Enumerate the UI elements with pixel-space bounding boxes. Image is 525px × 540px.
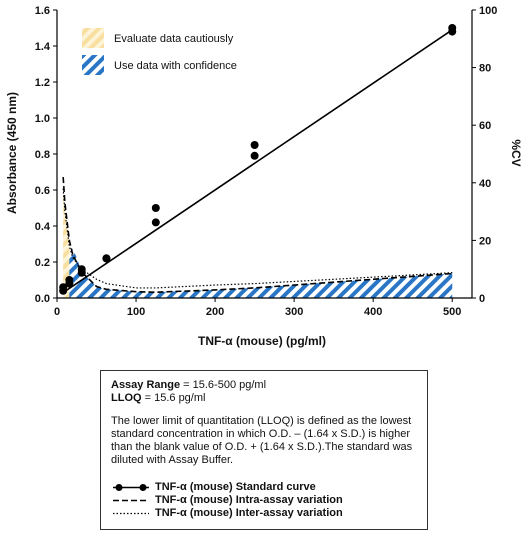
legend-caution-label: Evaluate data cautiously [114, 33, 234, 45]
y-left-tick-label: 1.6 [35, 5, 50, 17]
x-axis-label: TNF-α (mouse) (pg/ml) [198, 334, 326, 348]
key-inter-row: TNF-α (mouse) Inter-assay variation [111, 507, 417, 520]
y-right-tick-label: 0 [479, 293, 485, 305]
y-left-tick-label: 0.4 [35, 221, 51, 233]
tick-labels: 0 100 200 300 400 5000.00.20.40.60.81.01.21.4… [35, 5, 498, 318]
x-tick-label: 300 [285, 306, 303, 318]
y-right-tick-label: 40 [479, 178, 491, 190]
legend-confidence-label: Use data with confidence [114, 60, 237, 72]
caution-band [63, 188, 70, 298]
inter-assay-line [62, 188, 453, 289]
standard-point [151, 204, 160, 212]
y-right-tick-label: 60 [479, 120, 491, 132]
lloq-value: = 15.6 pg/ml [141, 392, 206, 404]
key-standard-swatch [113, 484, 149, 491]
standard-point [102, 254, 111, 263]
axes [53, 9, 476, 302]
y-right-tick-label: 100 [479, 5, 497, 17]
x-tick-label: 200 [206, 306, 224, 318]
key-standard-row: TNF-α (mouse) Standard curve [111, 481, 417, 494]
key-intra-label: TNF-α (mouse) Intra-assay variation [155, 494, 343, 506]
key-inter-swatch [113, 512, 149, 515]
y-left-tick-label: 1.0 [35, 113, 50, 125]
info-box: Assay Range = 15.6-500 pg/ml LLOQ = 15.6… [100, 370, 428, 530]
assay-range-row: Assay Range = 15.6-500 pg/ml [111, 379, 417, 392]
legend-confidence-swatch [82, 55, 104, 75]
key-standard-label: TNF-α (mouse) Standard curve [155, 481, 316, 493]
y-right-tick-label: 20 [479, 235, 491, 247]
key-inter-label: TNF-α (mouse) Inter-assay variation [155, 507, 343, 519]
assay-range-value: = 15.6-500 pg/ml [180, 379, 267, 391]
y-left-tick-label: 0.0 [35, 293, 50, 305]
standard-point [448, 24, 457, 32]
legend-caution-swatch [82, 28, 104, 48]
cv-bands [63, 188, 453, 298]
x-tick-label: 0 [54, 306, 60, 318]
series-key: TNF-α (mouse) Standard curve TNF-α (mous… [111, 481, 417, 520]
standard-point [250, 141, 259, 149]
standard-point [151, 218, 160, 227]
key-intra-row: TNF-α (mouse) Intra-assay variation [111, 494, 417, 507]
standard-point [59, 283, 68, 292]
standard-point [250, 151, 259, 160]
y-left-tick-label: 0.6 [35, 185, 50, 197]
standard-point [77, 265, 86, 274]
x-tick-label: 500 [443, 306, 461, 318]
y-left-tick-label: 1.4 [35, 41, 51, 53]
x-tick-label: 100 [127, 306, 145, 318]
series-lines [62, 29, 453, 294]
confidence-band [69, 249, 453, 298]
lloq-row: LLOQ = 15.6 pg/ml [111, 392, 417, 405]
standard-point [65, 276, 74, 284]
y-left-tick-label: 0.8 [35, 149, 50, 161]
key-intra-swatch [113, 499, 149, 502]
assay-range-label: Assay Range [111, 379, 181, 391]
legend: Evaluate data cautiously Use data with c… [82, 28, 237, 75]
y-right-tick-label: 80 [479, 63, 491, 75]
y-left-tick-label: 1.2 [35, 77, 50, 89]
y-axis-right-label: %CV [509, 139, 523, 166]
standard-curve-line [62, 29, 453, 294]
y-axis-left-label: Absorbance (450 nm) [5, 92, 19, 214]
y-left-tick-label: 0.2 [35, 257, 50, 269]
assay-chart: 0 100 200 300 400 5000.00.20.40.60.81.01.21.4… [5, 5, 523, 348]
lloq-description: The lower limit of quantitation (LLOQ) i… [111, 415, 413, 466]
standard-points [59, 24, 457, 295]
x-tick-label: 400 [364, 306, 382, 318]
lloq-label: LLOQ [111, 392, 142, 404]
intra-assay-line [62, 176, 453, 294]
